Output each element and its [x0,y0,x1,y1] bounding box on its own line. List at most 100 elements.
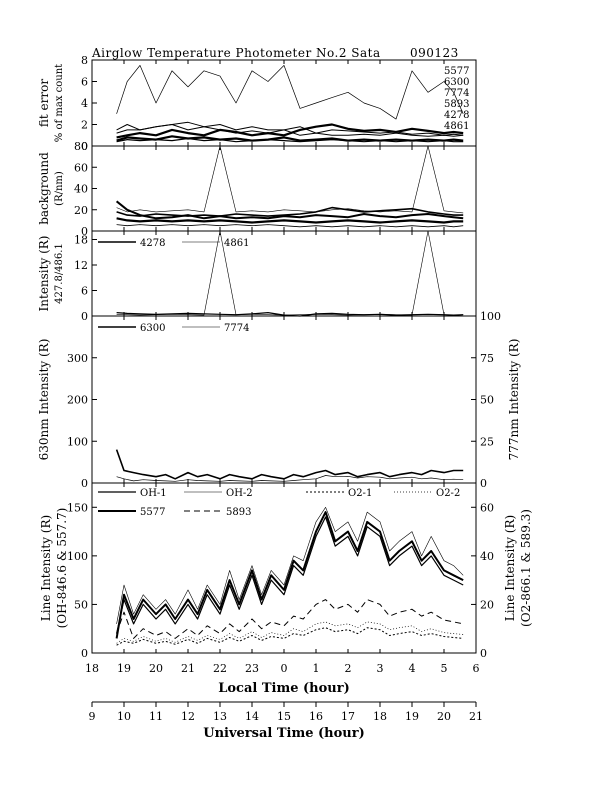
y-tick-label: 8 [81,54,88,67]
series-b [116,206,464,217]
y-tick-label: 100 [67,435,88,448]
ut-tick-label: 14 [245,710,259,723]
y-tick-label: 300 [67,352,88,365]
y-tick-label: 100 [67,550,88,563]
local-time-tick-label: 18 [85,662,99,675]
y-axis-label: Intensity (R) [37,236,51,312]
local-time-tick-label: 2 [345,662,352,675]
ut-tick-label: 13 [213,710,227,723]
legend-label: O2-2 [436,488,460,499]
series-OH-2 [116,506,464,624]
ut-tick-label: 20 [437,710,451,723]
legend-label: 5893 [226,507,251,518]
ut-tick-label: 19 [405,710,419,723]
y-right-tick-label: 75 [480,352,494,365]
y-right-tick-label: 60 [480,501,494,514]
series-4861 [116,230,464,316]
panel-int427: 0 6 12 18 Intensity (R) 427.8/486.1 4278 4861 [37,230,477,323]
legend-label: 5893 [444,99,469,110]
y-axis-label-2: % of max count [54,64,65,142]
ut-tick-label: 16 [309,710,323,723]
series-4861 [116,137,464,143]
local-time-tick-label: 4 [409,662,416,675]
local-time-tick-label: 22 [213,662,227,675]
legend-label: 4278 [140,238,165,249]
series-7774 [116,475,464,482]
legend-label: 4278 [444,110,469,121]
y-tick-label: 150 [67,501,88,514]
y-right-axis-label-2: (O2-866.1 & 589.3) [519,509,533,627]
local-time-tick-label: 5 [441,662,448,675]
y-tick-label: 6 [81,76,88,89]
legend-label: 5577 [140,507,165,518]
local-time-tick-label: 21 [181,662,195,675]
panel-bg: 0 20 40 60 80 background (R/nm) [37,140,477,238]
ut-axis-label: Universal Time (hour) [203,726,365,741]
series-5893 [116,123,464,139]
y-right-tick-label: 25 [480,435,494,448]
local-time-tick-label: 19 [117,662,131,675]
legend-label: 7774 [224,323,249,334]
panel-frame [91,59,477,147]
series-e [116,224,464,228]
series-O2-2 [116,621,464,644]
y-tick-label: 0 [81,140,88,153]
panel-frame [91,145,477,232]
y-axis-label: fit error [37,79,51,127]
y-axis-label: 630nm Intensity (R) [37,339,51,461]
y-tick-label: 4 [81,97,88,110]
panel-int630: 0 100 200 300 0 25 50 75 100 630nm Intensity (R) 7… [37,310,521,490]
y-right-tick-label: 100 [480,310,501,323]
y-tick-label: 6 [81,285,88,298]
y-tick-label: 0 [81,647,88,660]
y-axis-label-2: 427.8/486.1 [54,243,65,304]
y-tick-label: 40 [74,183,88,196]
y-right-tick-label: 0 [480,477,487,490]
series-d [116,217,464,224]
date-label: 090123 [410,46,459,60]
y-tick-label: 50 [74,598,88,611]
legend-label: O2-1 [348,488,372,499]
y-axis-label: background [37,152,51,225]
ut-tick-label: 9 [89,710,96,723]
y-right-axis-label: Line Intensity (R) [503,515,517,621]
y-tick-label: 60 [74,161,88,174]
y-tick-label: 18 [74,234,88,247]
series-5893 [116,599,464,639]
legend-label: OH-2 [226,488,253,499]
ut-tick-label: 18 [373,710,387,723]
series-c [115,200,464,220]
legend-label: OH-1 [140,488,167,499]
ut-tick-label: 17 [341,710,355,723]
y-tick-label: 200 [67,394,88,407]
ut-tick-label: 12 [181,710,195,723]
legend-label: 4861 [444,121,469,132]
legend-label: 5577 [444,66,469,77]
series-5577 [115,511,464,639]
local-time-tick-label: 1 [313,662,320,675]
panel-fit: 0 2 4 6 8 fit error% of max count 557763007774… [37,54,477,153]
local-time-tick-label: 0 [281,662,288,675]
local-time-tick-label: 23 [245,662,259,675]
y-tick-label: 20 [74,204,88,217]
legend-label: 4861 [224,238,249,249]
y-right-axis-label: 777nm Intensity (R) [507,339,521,461]
figure-title: Airglow Temperature Photometer No.2 Sata [91,46,381,60]
y-right-tick-label: 20 [480,598,494,611]
local-time-tick-label: 3 [377,662,384,675]
series-O2-1 [116,627,464,646]
legend-label: 6300 [444,77,469,88]
y-tick-label: 0 [81,477,88,490]
y-axis-label-2: (OH-846.6 & 557.7) [55,508,69,629]
y-tick-label: 0 [81,310,88,323]
panel-frame [91,315,477,484]
y-tick-label: 0 [81,225,88,238]
ut-tick-label: 11 [149,710,163,723]
y-axis-label: Line Intensity (R) [39,515,53,621]
legend-label: 7774 [444,88,469,99]
series-5577 [116,65,464,120]
series-6300 [115,449,464,480]
